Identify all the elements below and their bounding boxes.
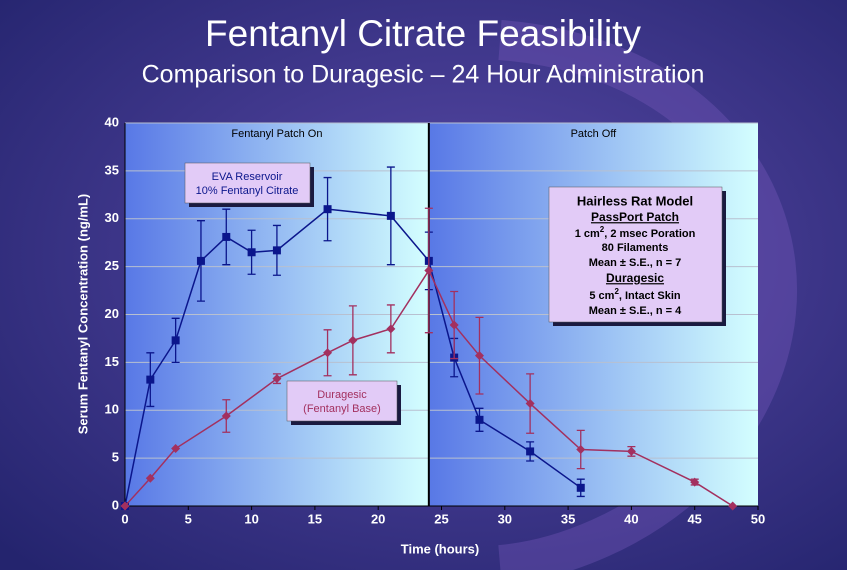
point <box>145 473 155 483</box>
legend-label: Duragesic <box>317 389 367 401</box>
point <box>323 205 332 214</box>
x-tick-label: 45 <box>687 511 701 526</box>
x-tick-label: 25 <box>434 511 448 526</box>
series-line <box>124 268 734 507</box>
legend-box <box>184 162 311 204</box>
info-panel <box>548 186 723 323</box>
x-tick-label: 10 <box>244 511 258 526</box>
x-tick-label: 40 <box>624 511 638 526</box>
point <box>424 265 434 275</box>
legend-label: (Fentanyl Base) <box>303 403 381 415</box>
point <box>386 324 396 334</box>
point <box>272 246 281 255</box>
info-line: 1 cm2, 2 msec Poration <box>575 225 696 240</box>
point <box>348 335 358 345</box>
info-heading: Hairless Rat Model <box>577 193 693 208</box>
point <box>272 374 282 384</box>
legend-label: EVA Reservoir <box>212 171 283 183</box>
point <box>474 351 484 361</box>
x-tick-label: 30 <box>498 511 512 526</box>
y-tick-label: 15 <box>105 354 119 369</box>
point <box>526 447 535 456</box>
legend-duragesic: Duragesic (Fentanyl Base) <box>286 380 401 425</box>
x-tick-label: 35 <box>561 511 575 526</box>
chart-title: Fentanyl Citrate Feasibility <box>205 13 641 54</box>
y-tick-label: 40 <box>105 114 119 129</box>
x-tick-label: 50 <box>751 511 765 526</box>
point <box>171 444 181 454</box>
point <box>247 248 256 257</box>
legend-label: 10% Fentanyl Citrate <box>196 185 299 197</box>
point <box>626 446 636 456</box>
info-subheading: PassPort Patch <box>591 210 679 224</box>
y-tick-label: 5 <box>112 450 119 465</box>
y-tick-label: 10 <box>105 402 119 417</box>
point <box>449 320 459 330</box>
phase-label: Patch Off <box>571 128 618 140</box>
x-tick-label: 5 <box>185 511 192 526</box>
point <box>475 415 484 424</box>
info-superscript: 2 <box>614 287 619 296</box>
swoosh <box>498 20 798 570</box>
legend-box <box>286 380 398 422</box>
legend-eva: EVA Reservoir 10% Fentanyl Citrate <box>184 162 314 207</box>
point <box>525 399 535 409</box>
point <box>690 477 700 487</box>
point <box>196 256 205 265</box>
info-subheading: Duragesic <box>606 271 664 285</box>
y-tick-label: 20 <box>105 306 119 321</box>
point <box>323 348 333 358</box>
point <box>222 232 231 241</box>
point <box>120 501 130 511</box>
chart-subtitle: Comparison to Duragesic – 24 Hour Admini… <box>142 61 705 89</box>
point <box>221 411 231 421</box>
y-tick-label: 35 <box>105 162 119 177</box>
info-text: , 2 msec Poration <box>604 228 695 240</box>
point <box>171 336 180 345</box>
info-superscript: 2 <box>600 225 605 234</box>
point <box>728 501 738 511</box>
point <box>386 211 395 220</box>
info-text: 5 cm <box>589 290 614 302</box>
info-line: Mean ± S.E., n = 7 <box>589 257 682 269</box>
info-box: Hairless Rat Model PassPort Patch 1 cm2,… <box>548 186 726 326</box>
x-tick-label: 0 <box>121 511 128 526</box>
info-line: Mean ± S.E., n = 4 <box>589 305 682 317</box>
x-axis-label: Time (hours) <box>401 541 480 556</box>
phase-label: Fentanyl Patch On <box>231 128 322 140</box>
y-tick-label: 0 <box>112 497 119 512</box>
info-line: 80 Filaments <box>602 242 669 254</box>
point <box>576 445 586 455</box>
x-tick-label: 15 <box>308 511 322 526</box>
point <box>576 483 585 492</box>
info-text: 1 cm <box>575 228 600 240</box>
point <box>146 375 155 384</box>
info-line: 5 cm2, Intact Skin <box>589 287 681 302</box>
series-line <box>124 208 582 507</box>
info-text: , Intact Skin <box>619 290 681 302</box>
y-tick-label: 25 <box>105 258 119 273</box>
y-axis-label: Serum Fentanyl Concentration (ng/mL) <box>75 194 90 435</box>
x-tick-label: 20 <box>371 511 385 526</box>
y-tick-label: 30 <box>105 210 119 225</box>
